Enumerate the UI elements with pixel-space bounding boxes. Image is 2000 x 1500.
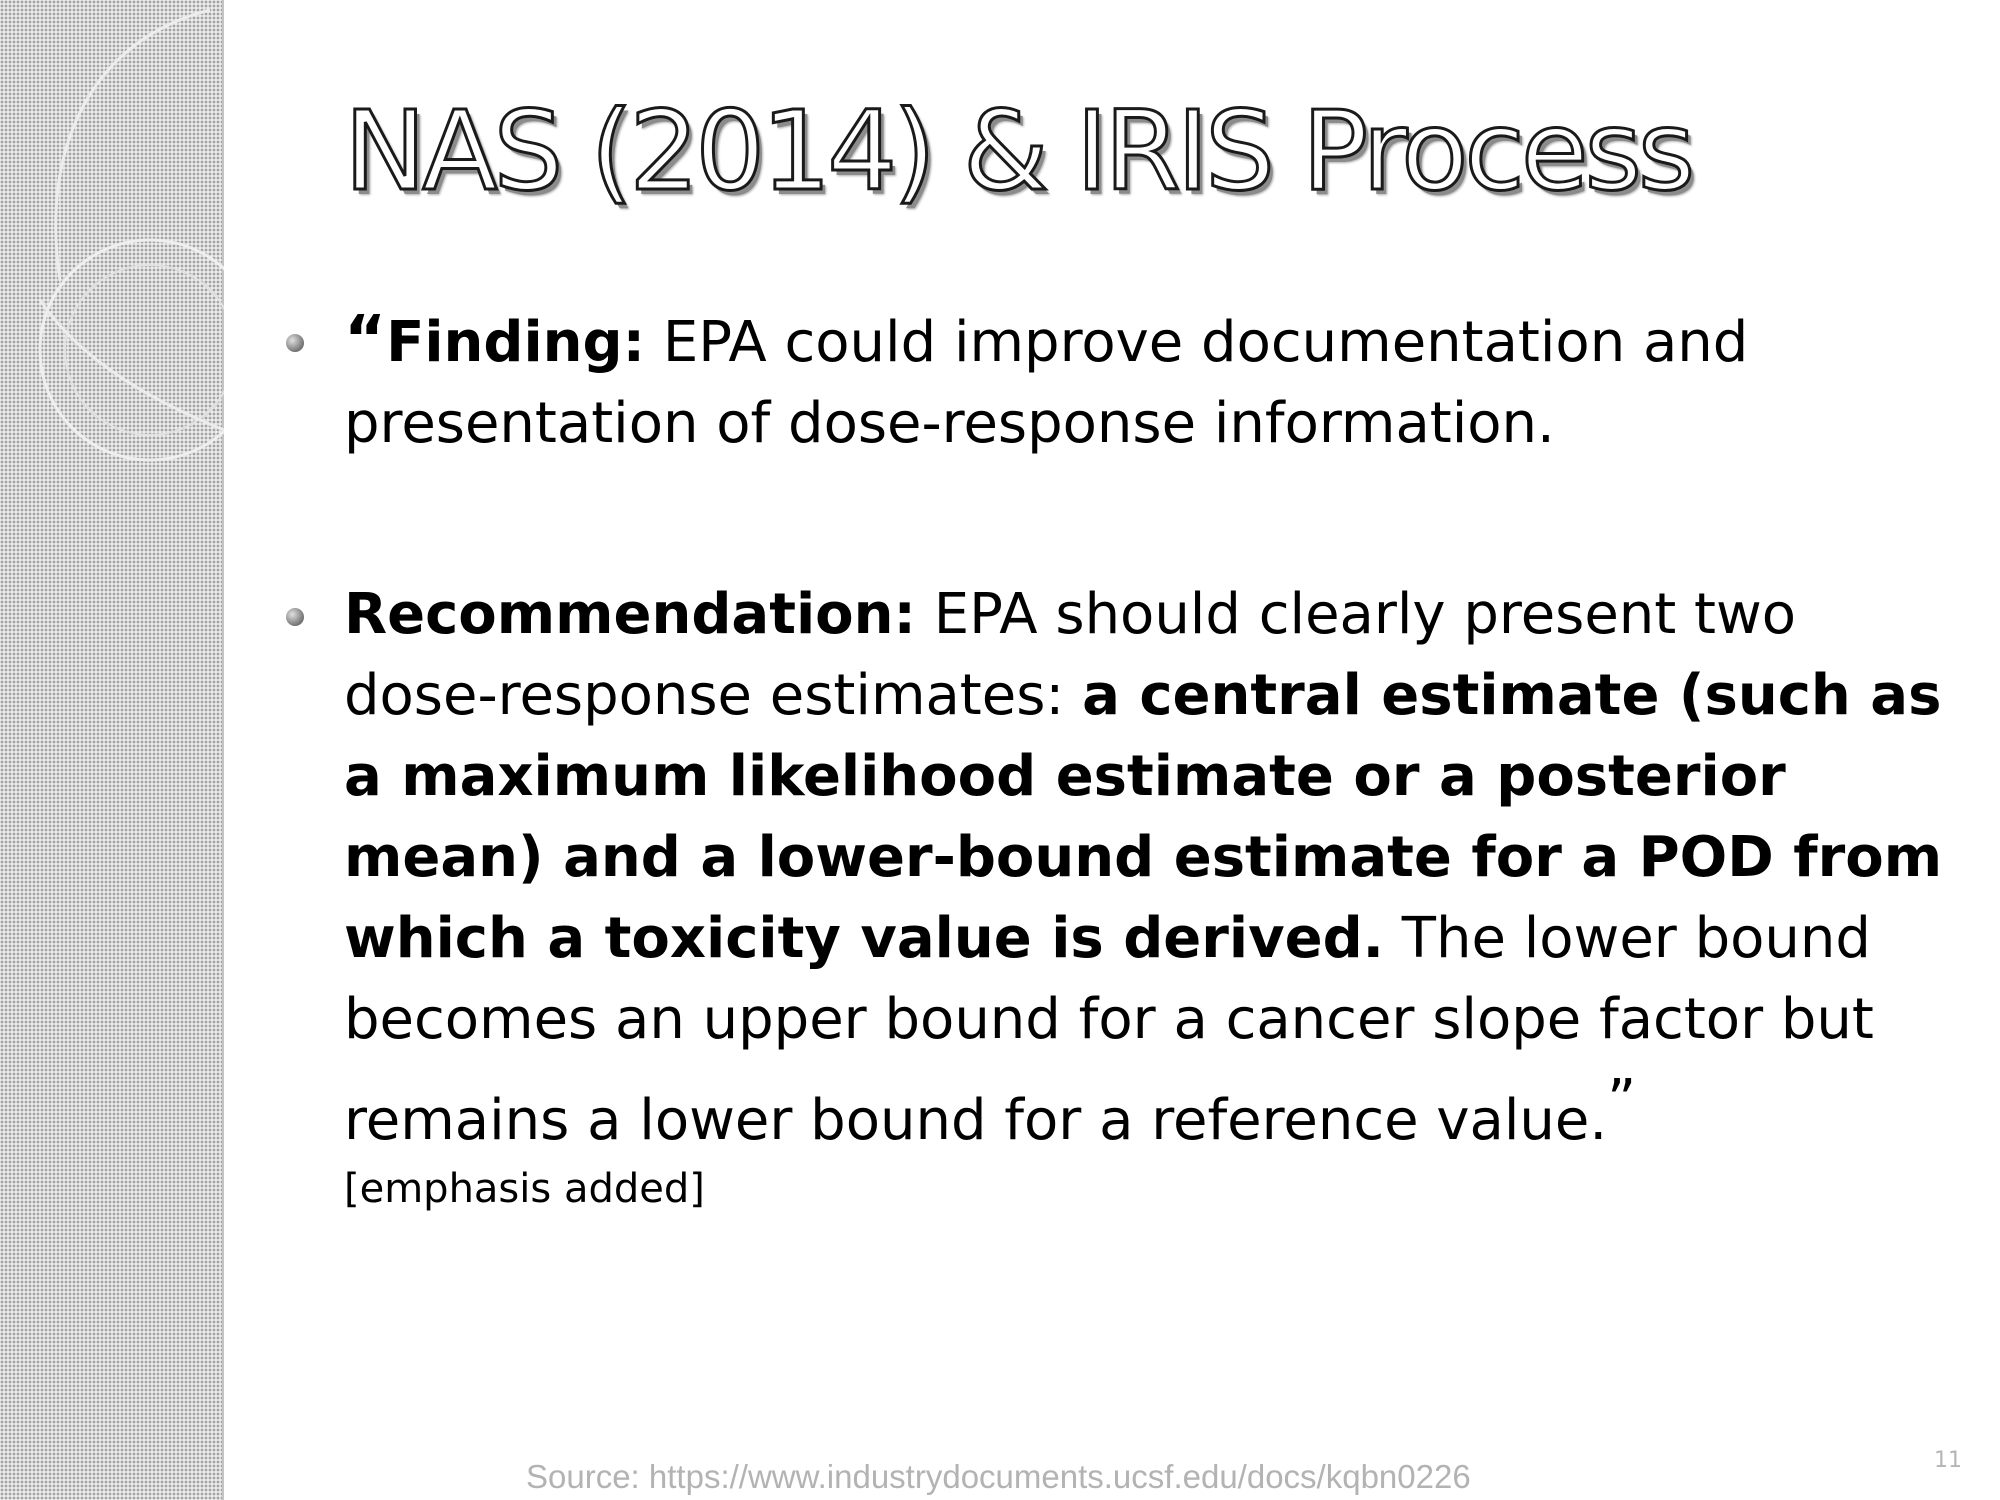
bullet-dot-icon: [286, 608, 304, 626]
finding-label: Finding:: [386, 310, 646, 375]
emphasis-note: [emphasis added]: [344, 1166, 705, 1212]
finding-text: EPA could improve documentation and pres…: [344, 310, 1749, 456]
slide-title: NAS (2014) & IRIS Process: [343, 87, 1697, 216]
recommendation-text-a: EPA should clearly present two dose-resp…: [344, 582, 1797, 728]
recommendation-text-b: The lower bound becomes an upper bound f…: [344, 906, 1874, 1153]
finding-bullet: “Finding: EPA could improve documentatio…: [344, 300, 1964, 464]
bullet-dot-icon: [286, 334, 304, 352]
recommendation-label: Recommendation:: [344, 582, 916, 647]
page-number: 11: [1934, 1448, 1962, 1473]
recommendation-emphasis: a central estimate (such as a maximum li…: [344, 663, 1943, 971]
open-quote: “: [344, 303, 387, 377]
recommendation-bullet: Recommendation: EPA should clearly prese…: [344, 574, 1964, 1161]
decorative-arcs: [38, 8, 224, 462]
source-footer: Source: https://www.industrydocuments.uc…: [526, 1458, 1471, 1495]
decorative-side-band: [0, 0, 224, 1500]
close-quote: ”: [1607, 1068, 1637, 1133]
